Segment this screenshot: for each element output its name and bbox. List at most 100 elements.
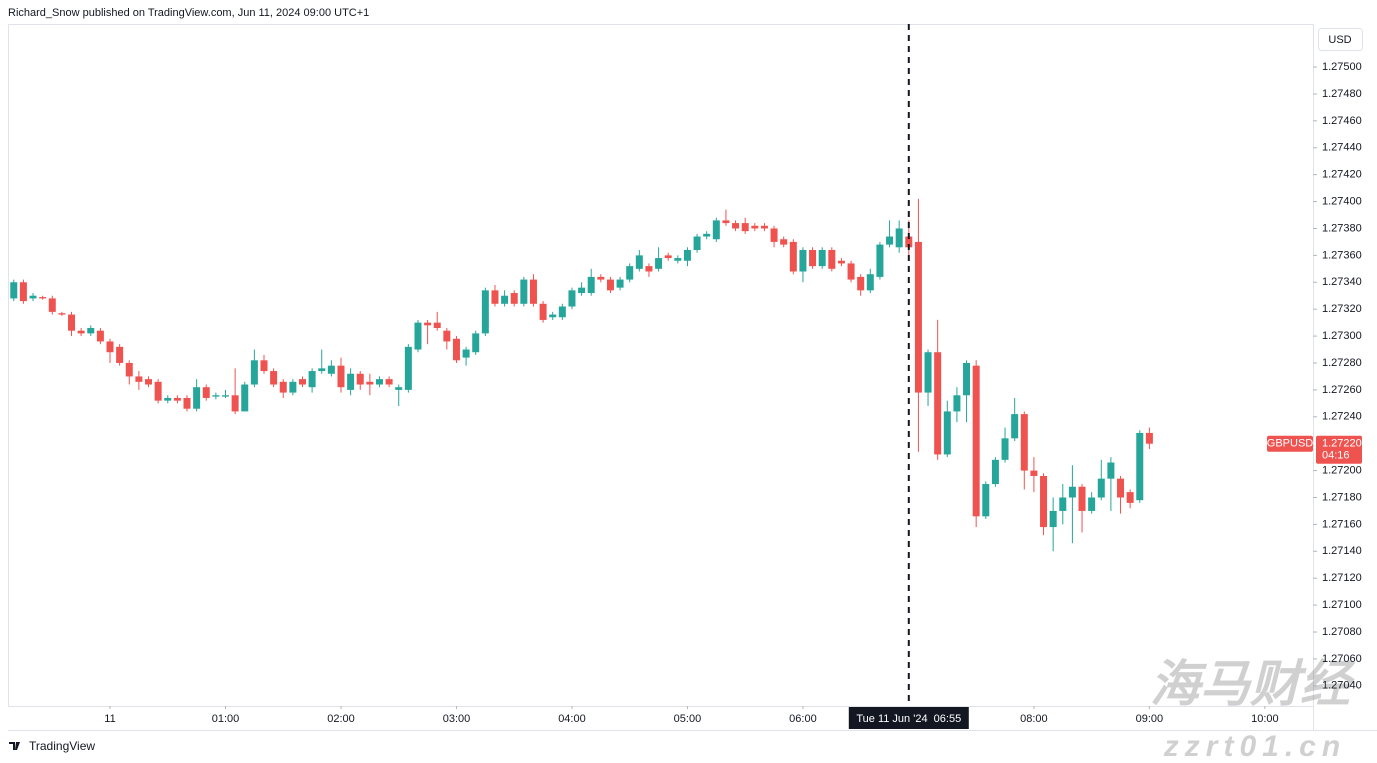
candle-body (895, 228, 903, 248)
candle-body (693, 236, 701, 250)
y-tick-label: 1.27300 (1322, 330, 1362, 342)
candle-body (712, 220, 720, 240)
crosshair-tag (848, 707, 969, 729)
y-tick-label: 1.27120 (1322, 572, 1362, 584)
candle-body (558, 306, 566, 318)
candle-body (193, 387, 201, 409)
candle-body (520, 279, 528, 304)
y-tick-label: 1.27160 (1322, 518, 1362, 530)
candle-body (202, 387, 210, 398)
candle-body (1145, 432, 1153, 444)
candle-body (231, 395, 239, 412)
candle-body (183, 397, 191, 409)
candle-body (626, 266, 634, 280)
y-tick-label: 1.27260 (1322, 384, 1362, 396)
x-tick-label: 01:00 (212, 713, 240, 725)
footer-brand: TradingView (29, 739, 95, 753)
candle-body (1088, 497, 1096, 511)
candle-body (356, 373, 364, 385)
y-tick-label: 1.27360 (1322, 249, 1362, 261)
candle-body (1117, 478, 1125, 498)
x-tick-label: 02:00 (327, 713, 355, 725)
candle-body (10, 282, 18, 299)
candle-body (972, 365, 980, 517)
candle-body (837, 260, 845, 264)
candle-body (1001, 438, 1009, 460)
candle-body (77, 330, 85, 334)
candle-body (886, 236, 894, 245)
candle-body (914, 241, 922, 393)
candle-body (501, 295, 509, 304)
candle-body (857, 276, 865, 291)
y-tick-label: 1.27140 (1322, 545, 1362, 557)
candle-body (135, 376, 143, 382)
y-tick-label: 1.27500 (1322, 61, 1362, 73)
candle-body (68, 314, 76, 331)
symbol-label: GBPUSD (1267, 438, 1314, 450)
candle-body (655, 258, 663, 269)
candle-body (404, 346, 412, 390)
y-tick-label: 1.27340 (1322, 276, 1362, 288)
price-label: 1.27220 (1322, 438, 1362, 450)
candle-body (106, 341, 114, 353)
logo-mark (9, 742, 20, 750)
symbol-tag (1267, 435, 1313, 452)
candle-body (760, 225, 768, 229)
candle-body (164, 397, 172, 401)
x-tick-label: 09:00 (1136, 713, 1164, 725)
x-tick-label: 10:00 (1251, 713, 1279, 725)
candle-body (828, 249, 836, 269)
candle-body (424, 322, 432, 326)
candle-body (414, 322, 422, 350)
y-tick-label: 1.27320 (1322, 303, 1362, 315)
candle-body (1097, 478, 1105, 498)
plot (10, 198, 1153, 552)
y-tick-label: 1.27060 (1322, 653, 1362, 665)
candle-body (635, 255, 643, 269)
candle-body (674, 258, 682, 261)
candle-body (1020, 414, 1028, 471)
candle-body (250, 360, 258, 385)
candle-body (260, 360, 268, 372)
y-tick-label: 1.27460 (1322, 115, 1362, 127)
candle-body (462, 349, 470, 358)
candle-body (645, 266, 653, 272)
candle-body (1068, 486, 1076, 498)
y-tick-label: 1.27400 (1322, 195, 1362, 207)
candle-body (1049, 510, 1057, 528)
candle-body (366, 381, 374, 385)
candle-body (982, 484, 990, 517)
candle-body (154, 381, 162, 401)
footer-logo (9, 742, 20, 750)
x-tick-label: 04:00 (558, 713, 586, 725)
candle-body (866, 274, 874, 291)
countdown-label: 04:16 (1322, 450, 1350, 462)
y-tick-label: 1.27100 (1322, 599, 1362, 611)
candle-body (722, 220, 730, 224)
candle-body (58, 313, 66, 315)
candle-body (664, 255, 672, 259)
candle-body (578, 287, 586, 294)
y-tick-label: 1.27200 (1322, 465, 1362, 477)
y-tick-label: 1.27180 (1322, 491, 1362, 503)
candle-body (395, 387, 403, 390)
candle-body (924, 352, 932, 393)
x-tick-label: 08:00 (1020, 713, 1048, 725)
candle-body (87, 328, 95, 334)
candle-body (385, 379, 393, 385)
candle-body (1078, 486, 1086, 511)
x-tick-label: 03:00 (443, 713, 471, 725)
candle-body (1011, 414, 1019, 439)
candle-body (125, 362, 133, 377)
candle-body (116, 346, 124, 363)
header: Richard_Snow published on TradingView.co… (8, 7, 369, 19)
y-tick-label: 1.27420 (1322, 169, 1362, 181)
candle-body (308, 371, 316, 388)
currency-button[interactable] (1318, 28, 1363, 51)
candle-body (549, 314, 557, 318)
candle-body (741, 223, 749, 232)
x-tick-label: 05:00 (674, 713, 702, 725)
candle-body (1126, 492, 1134, 503)
candle-body (318, 368, 326, 372)
